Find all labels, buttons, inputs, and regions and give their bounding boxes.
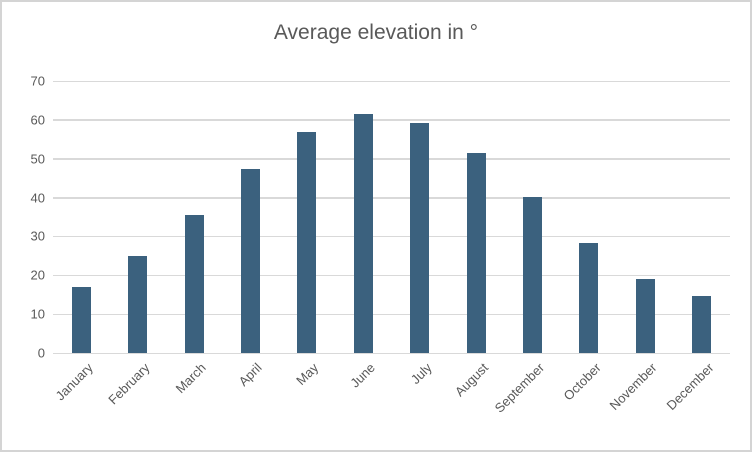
x-axis-line	[53, 352, 730, 354]
gridline-20	[53, 274, 730, 277]
bar-december	[692, 295, 712, 353]
y-tick-label-70: 70	[30, 73, 45, 89]
x-tick-label-january: January	[52, 360, 96, 404]
bar-july	[410, 122, 430, 353]
bar-august	[466, 152, 486, 353]
x-tick-label-march: March	[172, 360, 209, 397]
x-tick-label-december: December	[663, 360, 717, 414]
y-tick-label-50: 50	[30, 151, 45, 167]
gridline-60	[53, 119, 730, 121]
x-axis: January February March April May June July Augu…	[52, 360, 730, 450]
x-tick-label-september: September	[491, 360, 548, 416]
bar-october	[579, 242, 599, 353]
gridline-30	[53, 235, 730, 238]
y-tick-label-10: 10	[30, 306, 45, 322]
x-tick-label-july: July	[407, 360, 435, 387]
gridline-10	[53, 313, 730, 316]
gridline-50	[53, 158, 730, 160]
gridline-70	[53, 80, 730, 82]
y-tick-label-40: 40	[30, 190, 45, 206]
plot-area	[53, 80, 730, 354]
x-tick-label-may: May	[293, 360, 322, 388]
chart-title: Average elevation in °	[273, 21, 479, 44]
bar-november	[635, 279, 655, 353]
y-tick-label-30: 30	[30, 228, 45, 244]
bar-january	[71, 286, 91, 353]
bar-september	[523, 196, 543, 353]
x-tick-label-april: April	[236, 360, 266, 390]
x-tick-label-june: June	[347, 360, 378, 391]
y-tick-label-60: 60	[30, 112, 45, 128]
gridline-40	[53, 197, 730, 199]
y-tick-label-0: 0	[37, 345, 45, 361]
y-tick-label-20: 20	[30, 267, 45, 283]
bar-may	[297, 131, 317, 353]
x-tick-label-october: October	[560, 360, 604, 404]
bar-june	[353, 114, 373, 353]
x-tick-label-february: February	[104, 360, 153, 408]
x-tick-label-november: November	[606, 360, 660, 414]
y-axis: 0 10 20 30 40 50 60 70	[2, 75, 45, 360]
bar-april	[240, 168, 260, 353]
bar-march	[184, 215, 204, 353]
x-tick-label-august: August	[451, 360, 491, 400]
bar-february	[128, 255, 148, 353]
